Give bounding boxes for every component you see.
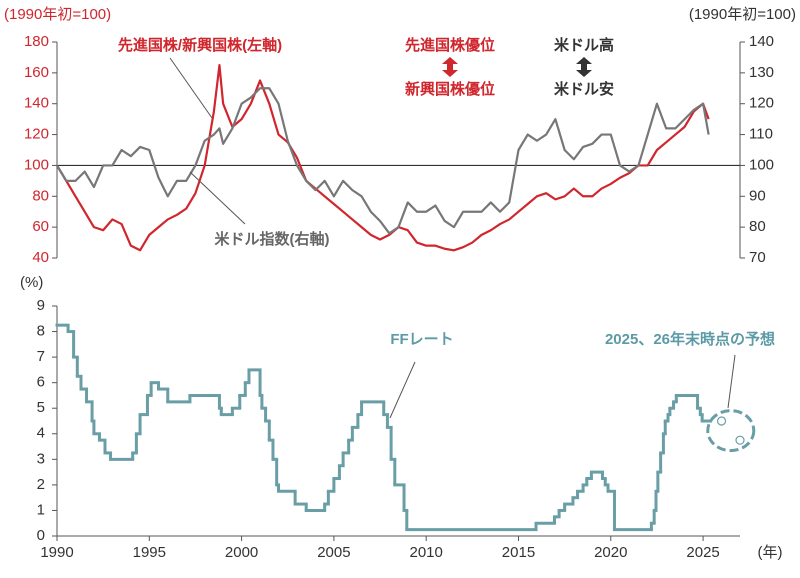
y2-tick-label: 110 [749,126,773,143]
y-tick-label: 9 [37,297,45,314]
leader [727,354,736,409]
y-tick-label: 2 [37,476,45,493]
y-tick-label: 160 [24,64,49,81]
y-tick-label: 4 [37,425,45,442]
forecast-label: 2025、26年末時点の予想 [605,330,775,348]
x-tick-label: 2005 [317,544,350,561]
arrow [442,57,458,77]
x-tick-label: 2020 [594,544,627,561]
forecast-ring [706,409,756,453]
x-tick-label: 1995 [133,544,166,561]
x-tick-label: 2015 [502,544,535,561]
leader [389,361,416,419]
annotation: 米ドル安 [554,80,614,98]
leader [189,171,246,225]
y-axis-title: (1990年初=100) [4,6,111,23]
series-label: 米ドル指数(右軸) [215,230,330,248]
y2-tick-label: 90 [749,187,766,204]
arrow [576,57,592,77]
y-tick-label: 120 [24,126,49,143]
x-tick-label: 2000 [225,544,258,561]
series-line [56,87,710,235]
x-tick-label: 2025 [686,544,719,561]
y2-tick-label: 70 [749,249,766,266]
y-tick-label: 60 [32,218,49,235]
y-tick-label: 6 [37,374,45,391]
x-tick-label: 2010 [410,544,443,561]
forecast-point [716,416,727,426]
y-tick-label: 7 [37,348,45,365]
annotation: 新興国株優位 [405,80,495,98]
x-tick-label: 1990 [40,544,73,561]
annotation: 先進国株優位 [405,36,495,54]
y2-tick-label: 130 [749,64,774,81]
y-tick-label: 5 [37,399,45,416]
y2-axis-title: (1990年初=100) [689,6,796,23]
y2-tick-label: 120 [749,95,774,112]
series-label: 先進国株/新興国株(左軸) [118,36,282,54]
series-line [56,64,710,252]
y-tick-label: 8 [37,323,45,340]
y-tick-label: 1 [37,501,45,518]
y2-tick-label: 80 [749,218,766,235]
y-tick-label: 0 [37,527,45,544]
annotation: 米ドル高 [554,36,614,54]
x-axis-title: (年) [758,544,783,561]
y-tick-label: 100 [24,156,49,173]
y2-tick-label: 140 [749,33,774,50]
leader [169,57,213,119]
forecast-point [735,435,745,445]
step-connector [66,325,704,530]
y-tick-label: 180 [24,33,49,50]
y2-tick-label: 100 [749,156,774,173]
y-tick-label: 3 [37,450,45,467]
y-tick-label: 140 [24,95,49,112]
y-tick-label: 40 [32,249,49,266]
y-tick-label: 80 [32,187,49,204]
series-label: FFレート [390,331,453,348]
y-axis-title: (%) [20,274,43,291]
